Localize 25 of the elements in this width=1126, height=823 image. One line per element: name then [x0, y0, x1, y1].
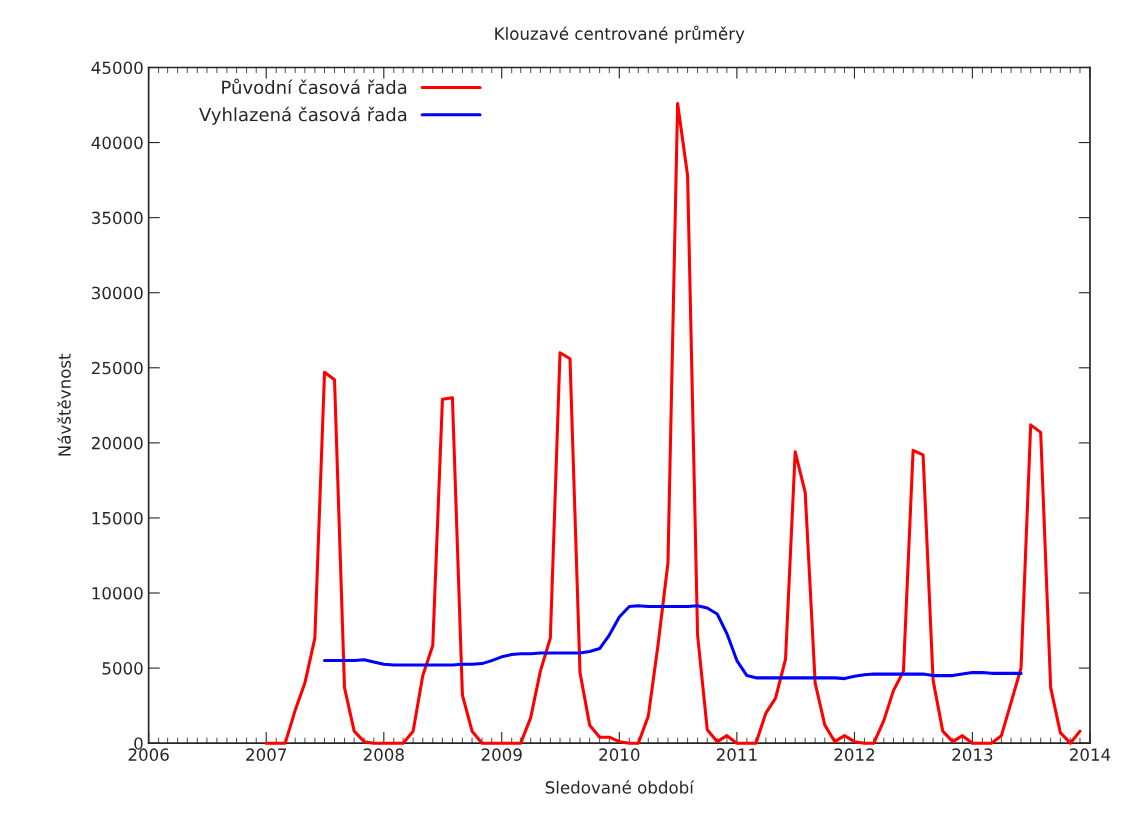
y-tick-label: 15000 — [92, 511, 143, 525]
x-tick-label: 2010 — [599, 748, 640, 761]
y-tick-label: 45000 — [91, 61, 143, 75]
y-tick-label: 20000 — [91, 436, 143, 450]
legend-label: Původní časová řada — [222, 78, 407, 95]
y-tick-label: 0 — [134, 737, 143, 750]
y-tick-label: 40000 — [91, 136, 143, 150]
y-tick-label: 35000 — [92, 211, 143, 225]
x-tick-label: 2006 — [128, 748, 169, 761]
y-tick-label: 30000 — [92, 286, 143, 300]
y-tick-label: 25000 — [91, 361, 143, 375]
chart-title: Klouzavé centrované průměry — [495, 25, 745, 44]
x-tick-label: 2011 — [716, 748, 757, 761]
x-tick-label: 2012 — [834, 748, 875, 761]
x-tick-label: 2013 — [952, 748, 993, 761]
x-tick-label: 2007 — [246, 748, 286, 761]
y-tick-label: 5000 — [102, 662, 143, 675]
x-axis-title: Sledované období — [545, 780, 695, 794]
line-series — [323, 604, 1023, 681]
x-tick-label: 2008 — [363, 748, 404, 761]
y-tick-label: 10000 — [92, 586, 143, 600]
legend-label: Vyhlazená časová řada — [199, 106, 407, 125]
x-tick-label: 2014 — [1069, 748, 1111, 761]
x-tick-label: 2009 — [481, 748, 522, 761]
y-axis-title: Návštěvnost — [57, 353, 71, 456]
